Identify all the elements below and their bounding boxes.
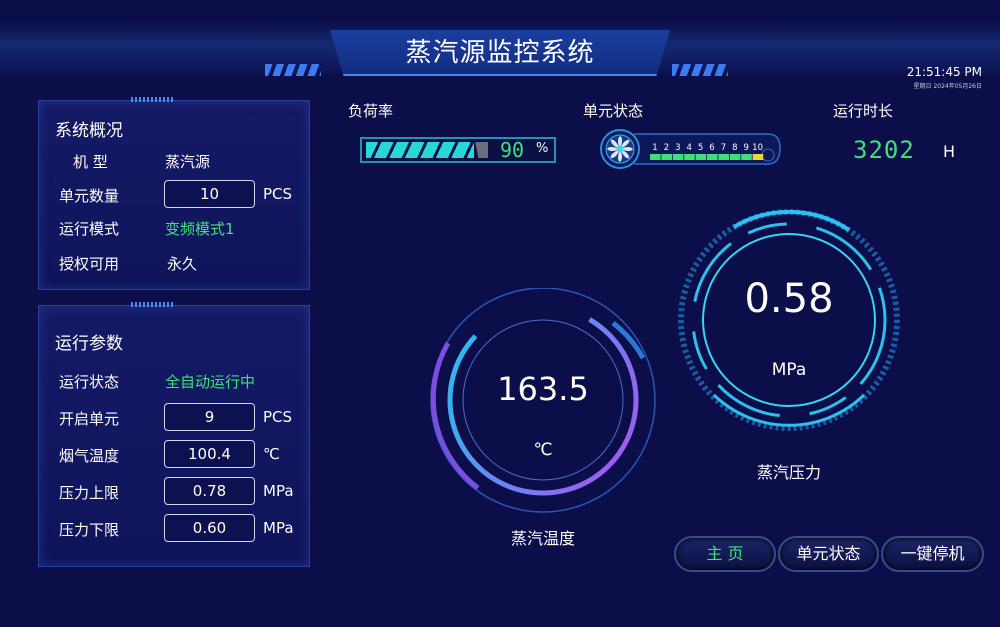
unit-number: 2 [664, 143, 669, 153]
pressure-tick-ring [678, 209, 900, 431]
model-label: 机 型 [73, 153, 108, 171]
temperature-value: 163.5 [497, 370, 589, 408]
open-units-label: 开启单元 [59, 410, 120, 428]
temperature-gauge [430, 288, 656, 513]
unit-number: 7 [721, 143, 726, 153]
license-label: 授权可用 [59, 255, 120, 273]
header-stripes-right [672, 64, 728, 76]
panel-tab-decoration [131, 302, 175, 307]
open-units-unit: PCS [263, 408, 293, 426]
load-label: 负荷率 [348, 102, 394, 120]
pressure-gauge [678, 209, 900, 431]
mode-label: 运行模式 [59, 220, 120, 238]
pressure-lower-unit: MPa [263, 519, 294, 537]
unit-status-cell [684, 154, 695, 160]
unit-number: 5 [698, 143, 703, 153]
unit-number: 8 [732, 143, 737, 153]
load-progress-bar: 90 % [360, 137, 556, 163]
overview-panel: 系统概况 机 型 蒸汽源 单元数量 10 PCS 运行模式 变频模式1 授权可用… [38, 97, 310, 290]
unit-status-cell [672, 154, 684, 160]
pressure-value: 0.58 [744, 276, 834, 322]
runtime-unit: H [943, 142, 956, 161]
unit-number: 6 [709, 143, 714, 153]
temperature-unit: ℃ [533, 440, 553, 460]
unit-status-button[interactable]: 单元状态 [778, 536, 879, 572]
unit-number: 10 [752, 143, 763, 153]
fan-icon [600, 129, 640, 169]
flue-temp-field[interactable]: 100.4 [164, 440, 255, 468]
pressure-inner-ring [702, 233, 876, 407]
open-units-field[interactable]: 9 [164, 403, 255, 431]
unit-status-cell [695, 154, 707, 160]
clock: 21:51:45 PM [906, 65, 982, 79]
params-title: 运行参数 [55, 334, 123, 354]
mode-value: 变频模式1 [165, 220, 235, 238]
runtime-label: 运行时长 [833, 102, 894, 120]
page-title: 蒸汽源监控系统 [405, 38, 595, 68]
unit-count-field[interactable]: 10 [164, 180, 255, 208]
temp-accent-arc [611, 321, 646, 360]
pressure-accent-arc [712, 393, 866, 427]
pressure-lower-label: 压力下限 [59, 521, 120, 539]
load-unit: % [536, 141, 549, 156]
flue-temp-label: 烟气温度 [59, 447, 120, 465]
unit-status-cell [729, 154, 741, 160]
emergency-stop-button[interactable]: 一键停机 [881, 536, 984, 572]
header-stripes-left [265, 64, 321, 76]
unit-status-cell [752, 154, 764, 160]
temperature-label: 蒸汽温度 [510, 529, 575, 548]
overview-title: 系统概况 [55, 121, 123, 141]
pressure-upper-label: 压力上限 [59, 484, 120, 502]
unit-number: 4 [686, 143, 691, 153]
license-value: 永久 [167, 255, 198, 273]
temp-accent-arc [430, 341, 480, 490]
unit-status-cell [741, 154, 752, 160]
params-panel: 运行参数 运行状态 全自动运行中 开启单元 9 PCS 烟气温度 100.4 ℃… [38, 302, 310, 567]
unit-count-unit: PCS [263, 185, 293, 203]
status-value: 全自动运行中 [165, 373, 256, 391]
unit-number: 3 [675, 143, 680, 153]
load-value: 90 [500, 138, 525, 162]
unit-number: 9 [743, 143, 748, 153]
unit-status-cell [661, 154, 672, 160]
panel-tab-decoration [131, 97, 175, 102]
pressure-lower-field[interactable]: 0.60 [164, 514, 255, 542]
date: 星期日 2024年05月26日 [913, 83, 982, 90]
runtime-value: 3202 [853, 136, 915, 164]
unit-status-label: 单元状态 [583, 102, 644, 120]
title-plate [330, 30, 670, 76]
pressure-value-arc [691, 222, 887, 418]
temp-inner-ring [462, 319, 624, 481]
home-button[interactable]: 主 页 [674, 536, 776, 572]
load-progress-remaining [475, 142, 488, 158]
unit-count-label: 单元数量 [59, 187, 120, 205]
pressure-unit: MPa [771, 360, 807, 380]
unit-number: 1 [652, 143, 657, 153]
pressure-label: 蒸汽压力 [756, 463, 821, 482]
unit-status-cell [707, 154, 718, 160]
pressure-upper-unit: MPa [263, 482, 294, 500]
unit-status-cell [718, 154, 729, 160]
pressure-upper-field[interactable]: 0.78 [164, 477, 255, 505]
unit-status-cell [650, 154, 661, 160]
pressure-accent-arc [732, 209, 851, 232]
load-progress-fill [366, 142, 474, 158]
flue-temp-unit: ℃ [263, 445, 280, 463]
status-label: 运行状态 [59, 373, 120, 391]
unit-status-widget[interactable]: 1 2 3 4 5 6 7 8 9 10 [598, 128, 782, 170]
model-value: 蒸汽源 [165, 153, 211, 171]
